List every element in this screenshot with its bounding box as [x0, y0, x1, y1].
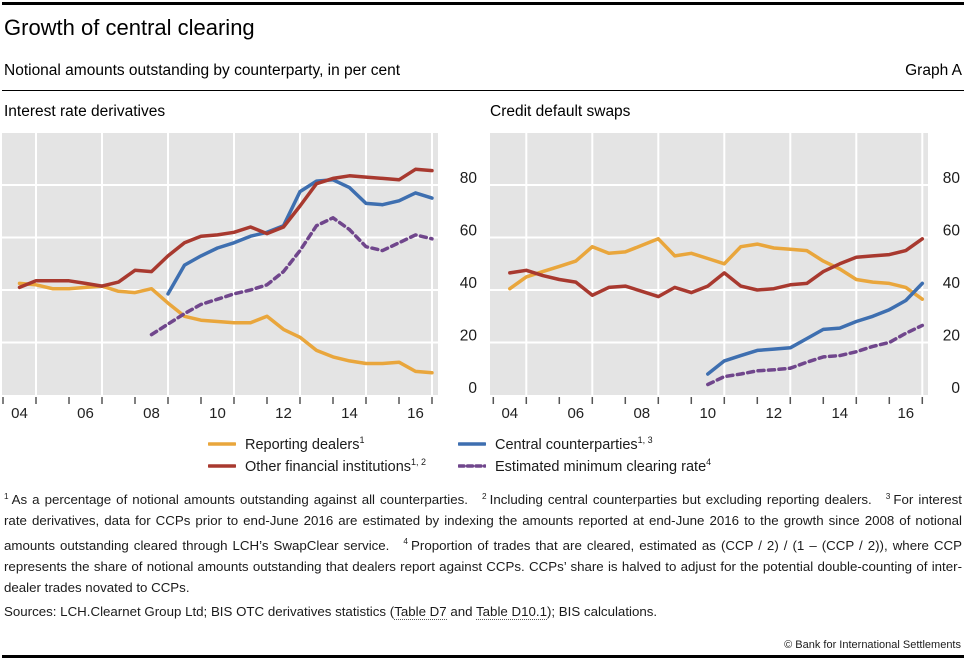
- svg-text:06: 06: [567, 405, 584, 422]
- legend-label: Estimated minimum clearing rate4: [495, 457, 712, 475]
- legend-column-right: Central counterparties1, 3 Estimated mini…: [458, 433, 711, 477]
- legend-swatch-orange: [208, 442, 236, 446]
- series-red: [17, 167, 434, 290]
- footnote-1: 1 As a percentage of notional amounts out…: [4, 492, 468, 508]
- sources-line: Sources: LCH.Clearnet Group Ltd; BIS OTC…: [4, 604, 658, 620]
- legend-swatch-blue: [458, 442, 486, 446]
- svg-text:40: 40: [460, 275, 478, 292]
- svg-text:0: 0: [468, 380, 477, 397]
- footnote-3: 3 For interest rate derivatives, data for…: [4, 492, 962, 553]
- graph-label: Graph A: [905, 62, 962, 79]
- footnote-4: 4 Proportion of trades that are cleared, …: [4, 537, 963, 595]
- legend-label: Reporting dealers1: [245, 435, 365, 453]
- series-blue: [706, 281, 925, 376]
- link-table-d7[interactable]: Table D7: [394, 604, 447, 620]
- svg-text:14: 14: [831, 405, 848, 422]
- header-rule: [2, 90, 964, 91]
- legend-label: Other financial institutions1, 2: [245, 457, 427, 475]
- series-red: [508, 237, 925, 299]
- svg-text:60: 60: [943, 223, 961, 240]
- svg-text:10: 10: [209, 405, 226, 422]
- svg-text:20: 20: [460, 328, 478, 345]
- page-subtitle: Notional amounts outstanding by counterp…: [4, 62, 401, 79]
- panel-title-credit-default-swaps: Credit default swaps: [490, 103, 631, 120]
- page-title: Growth of central clearing: [4, 15, 255, 40]
- link-table-d10-1[interactable]: Table D10.1: [476, 604, 547, 620]
- svg-text:12: 12: [275, 405, 292, 422]
- legend-swatch-red: [208, 464, 236, 468]
- legend-item-central-counterparties: Central counterparties1, 3: [458, 433, 711, 455]
- top-rule: [2, 2, 964, 5]
- svg-text:06: 06: [77, 405, 94, 422]
- bottom-rule: [2, 655, 964, 658]
- cds-chart: 04 06 08 10 12 14 16 0 20 40 60 80: [490, 133, 961, 422]
- legend-item-other-financial-institutions: Other financial institutions1, 2: [208, 455, 426, 477]
- series-orange: [508, 237, 925, 301]
- legend-swatch-purple: [458, 464, 486, 468]
- series-blue: [166, 178, 434, 296]
- svg-text:0: 0: [951, 380, 960, 397]
- copyright-notice: © Bank for International Settlements: [784, 639, 961, 651]
- svg-text:20: 20: [943, 328, 961, 345]
- svg-text:04: 04: [11, 405, 28, 422]
- svg-text:14: 14: [341, 405, 358, 422]
- svg-text:08: 08: [143, 405, 160, 422]
- svg-text:80: 80: [943, 170, 961, 187]
- svg-text:12: 12: [765, 405, 782, 422]
- legend-item-reporting-dealers: Reporting dealers1: [208, 433, 426, 455]
- panel-title-interest-rate-derivatives: Interest rate derivatives: [4, 103, 166, 120]
- legend-column-left: Reporting dealers1 Other financial instit…: [208, 433, 426, 477]
- legend-item-estimated-minimum-clearing-rate: Estimated minimum clearing rate4: [458, 455, 711, 477]
- svg-text:08: 08: [633, 405, 650, 422]
- footnote-2: 2 Including central counterparties but ex…: [482, 492, 872, 508]
- svg-text:80: 80: [460, 170, 478, 187]
- svg-text:16: 16: [407, 405, 424, 422]
- svg-text:10: 10: [699, 405, 716, 422]
- subtitle-row: Notional amounts outstanding by counterp…: [4, 62, 962, 80]
- svg-text:04: 04: [501, 405, 518, 422]
- legend-label: Central counterparties1, 3: [495, 435, 653, 453]
- svg-text:16: 16: [897, 405, 914, 422]
- series-purple: [149, 216, 434, 337]
- svg-text:60: 60: [460, 223, 478, 240]
- ird-chart: 04 06 08 10 12 14 16 0 20 40 60 80: [2, 133, 478, 422]
- series-purple: [706, 323, 925, 387]
- series-orange: [17, 281, 434, 375]
- svg-text:40: 40: [943, 275, 961, 292]
- footnotes: 1 As a percentage of notional amounts out…: [4, 486, 962, 598]
